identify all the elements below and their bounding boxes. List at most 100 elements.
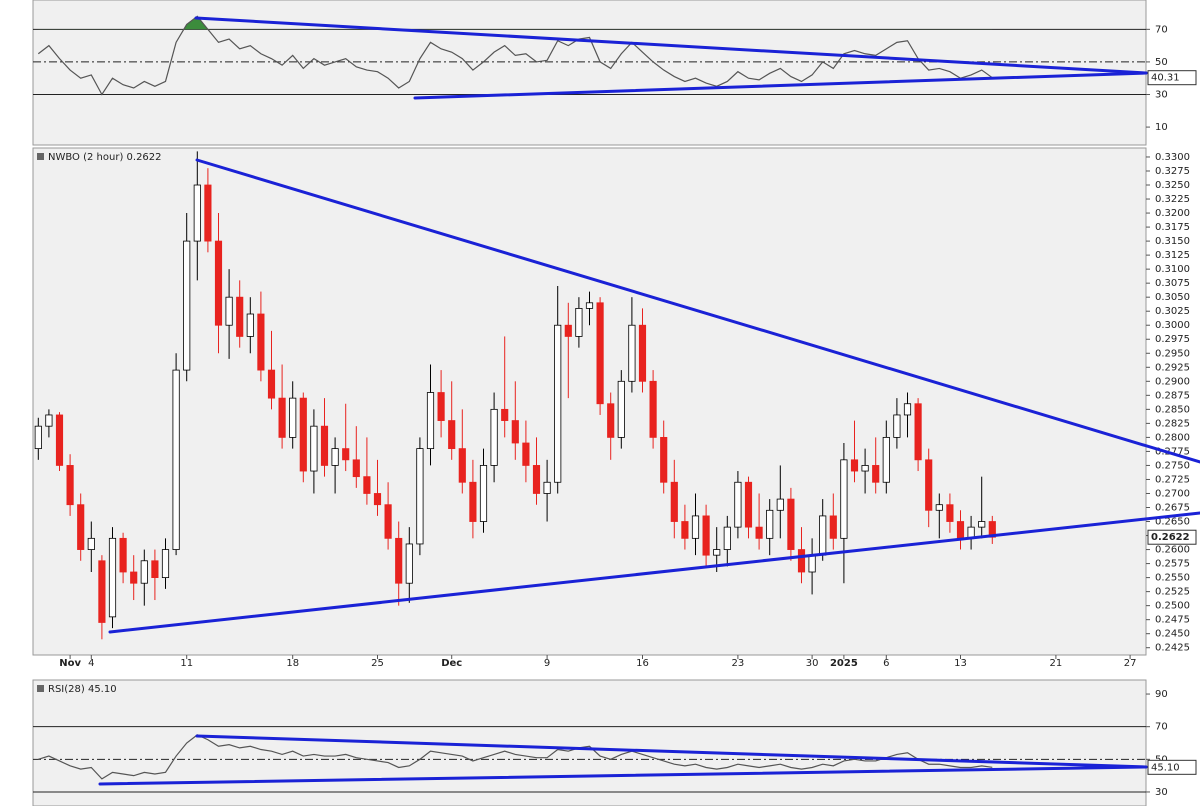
- y-tick-label: 0.2875: [1155, 390, 1190, 401]
- candle-body: [501, 408, 509, 421]
- value-tag: 40.31: [1151, 73, 1180, 84]
- y-tick-label: 30: [1155, 89, 1168, 100]
- candle-body: [575, 308, 583, 337]
- y-tick-label: 0.3100: [1155, 264, 1190, 275]
- y-tick-label: 0.2575: [1155, 559, 1190, 570]
- candle-body: [776, 498, 784, 511]
- candle-body: [532, 465, 541, 494]
- candle-body: [723, 526, 731, 550]
- y-tick-label: 0.2425: [1155, 643, 1190, 654]
- candle-body: [246, 313, 254, 337]
- rsi-line: [37, 15, 993, 96]
- candle-body: [87, 537, 95, 550]
- y-tick-label: 0.2800: [1155, 432, 1190, 443]
- y-tick-label: 0.2500: [1155, 601, 1190, 612]
- x-tick-label: 25: [371, 658, 384, 669]
- candle-body: [395, 537, 403, 584]
- x-tick-label: 6: [883, 658, 889, 669]
- candle-body: [236, 296, 244, 337]
- candle-body: [267, 369, 276, 399]
- y-tick-label: 0.2600: [1155, 545, 1190, 556]
- y-tick-label: 0.3275: [1155, 166, 1190, 177]
- panel-icon: [37, 685, 44, 692]
- y-tick-label: 70: [1155, 24, 1168, 35]
- y-tick-label: 0.3000: [1155, 320, 1190, 331]
- candle-body: [172, 369, 180, 550]
- candle-body: [914, 403, 922, 461]
- y-tick-label: 0.2950: [1155, 348, 1190, 359]
- y-tick-label: 0.2850: [1155, 404, 1190, 415]
- candle-body: [140, 560, 148, 584]
- y-tick-label: 0.3200: [1155, 208, 1190, 219]
- value-tag: 45.10: [1151, 762, 1180, 773]
- y-tick-label: 0.2775: [1155, 446, 1190, 457]
- y-tick-label: 0.3050: [1155, 292, 1190, 303]
- trendline: [98, 765, 1148, 786]
- panel-title: RSI(28) 45.10: [48, 684, 117, 695]
- candle-body: [755, 526, 763, 539]
- y-tick-label: 70: [1155, 722, 1168, 733]
- candle-body: [108, 537, 117, 618]
- candle-body: [151, 560, 159, 579]
- rsi-bottom-panel: [32, 679, 1147, 806]
- y-tick-label: 0.3250: [1155, 180, 1190, 191]
- panel-icon: [37, 153, 44, 160]
- candle-body: [988, 521, 996, 538]
- rsi-top-panel: [32, 0, 1147, 146]
- candle-body: [363, 476, 371, 494]
- candle-body: [702, 515, 710, 556]
- x-tick-label: 4: [88, 658, 94, 669]
- candle-body: [34, 425, 42, 450]
- candle-body: [479, 465, 488, 522]
- candle-body: [744, 481, 753, 528]
- candle-body: [935, 504, 943, 511]
- candle-body: [437, 392, 445, 421]
- candle-body: [278, 397, 286, 438]
- y-tick-label: 0.3150: [1155, 236, 1190, 247]
- y-tick-label: 0.3075: [1155, 278, 1190, 289]
- candle-body: [384, 504, 392, 539]
- x-tick-label: 13: [954, 658, 967, 669]
- candle-body: [925, 459, 933, 511]
- candle-body: [607, 403, 615, 438]
- candle-body: [660, 436, 668, 483]
- candle-body: [840, 459, 848, 539]
- candle-body: [861, 465, 869, 472]
- y-tick-label: 0.2525: [1155, 587, 1190, 598]
- candle-body: [797, 549, 806, 573]
- candle-body: [819, 515, 827, 556]
- data-layer: 70 50 30 10 0.3300 0.3275 0.3250 0.3225 0.3200 0.…: [33, 15, 1190, 798]
- trendline: [195, 158, 1200, 464]
- y-tick-label: 0.2475: [1155, 615, 1190, 626]
- y-tick-label: 90: [1155, 689, 1168, 700]
- tags: 40.31 0.2622 45.10: [1147, 70, 1197, 775]
- candle-body: [554, 324, 562, 483]
- candle-body: [225, 296, 233, 326]
- candle-body: [956, 521, 965, 539]
- candle-body: [564, 324, 572, 337]
- y-tick-label: 0.3225: [1155, 194, 1190, 205]
- x-tick-label: 18: [286, 658, 299, 669]
- candle-body: [713, 549, 721, 556]
- candle-body: [543, 481, 551, 494]
- candle-body: [416, 448, 424, 545]
- trendline: [195, 734, 1148, 769]
- candle-body: [808, 554, 816, 573]
- y-tick-label: 0.2975: [1155, 334, 1190, 345]
- y-tick-label: 0.2900: [1155, 376, 1190, 387]
- candle-body: [649, 380, 657, 438]
- candle-body: [310, 425, 318, 472]
- y-tick-label: 10: [1155, 122, 1168, 133]
- value-tag: 0.2622: [1151, 532, 1190, 543]
- candle-body: [681, 521, 689, 539]
- value-tag-box: [1147, 759, 1197, 775]
- candle-body: [670, 481, 678, 522]
- candle-body: [161, 549, 170, 579]
- trendline: [194, 16, 1148, 75]
- candle-body: [787, 498, 795, 550]
- candle-body: [893, 414, 901, 438]
- candle-body: [617, 380, 625, 438]
- candle-body: [257, 313, 265, 371]
- candle-body: [352, 459, 360, 478]
